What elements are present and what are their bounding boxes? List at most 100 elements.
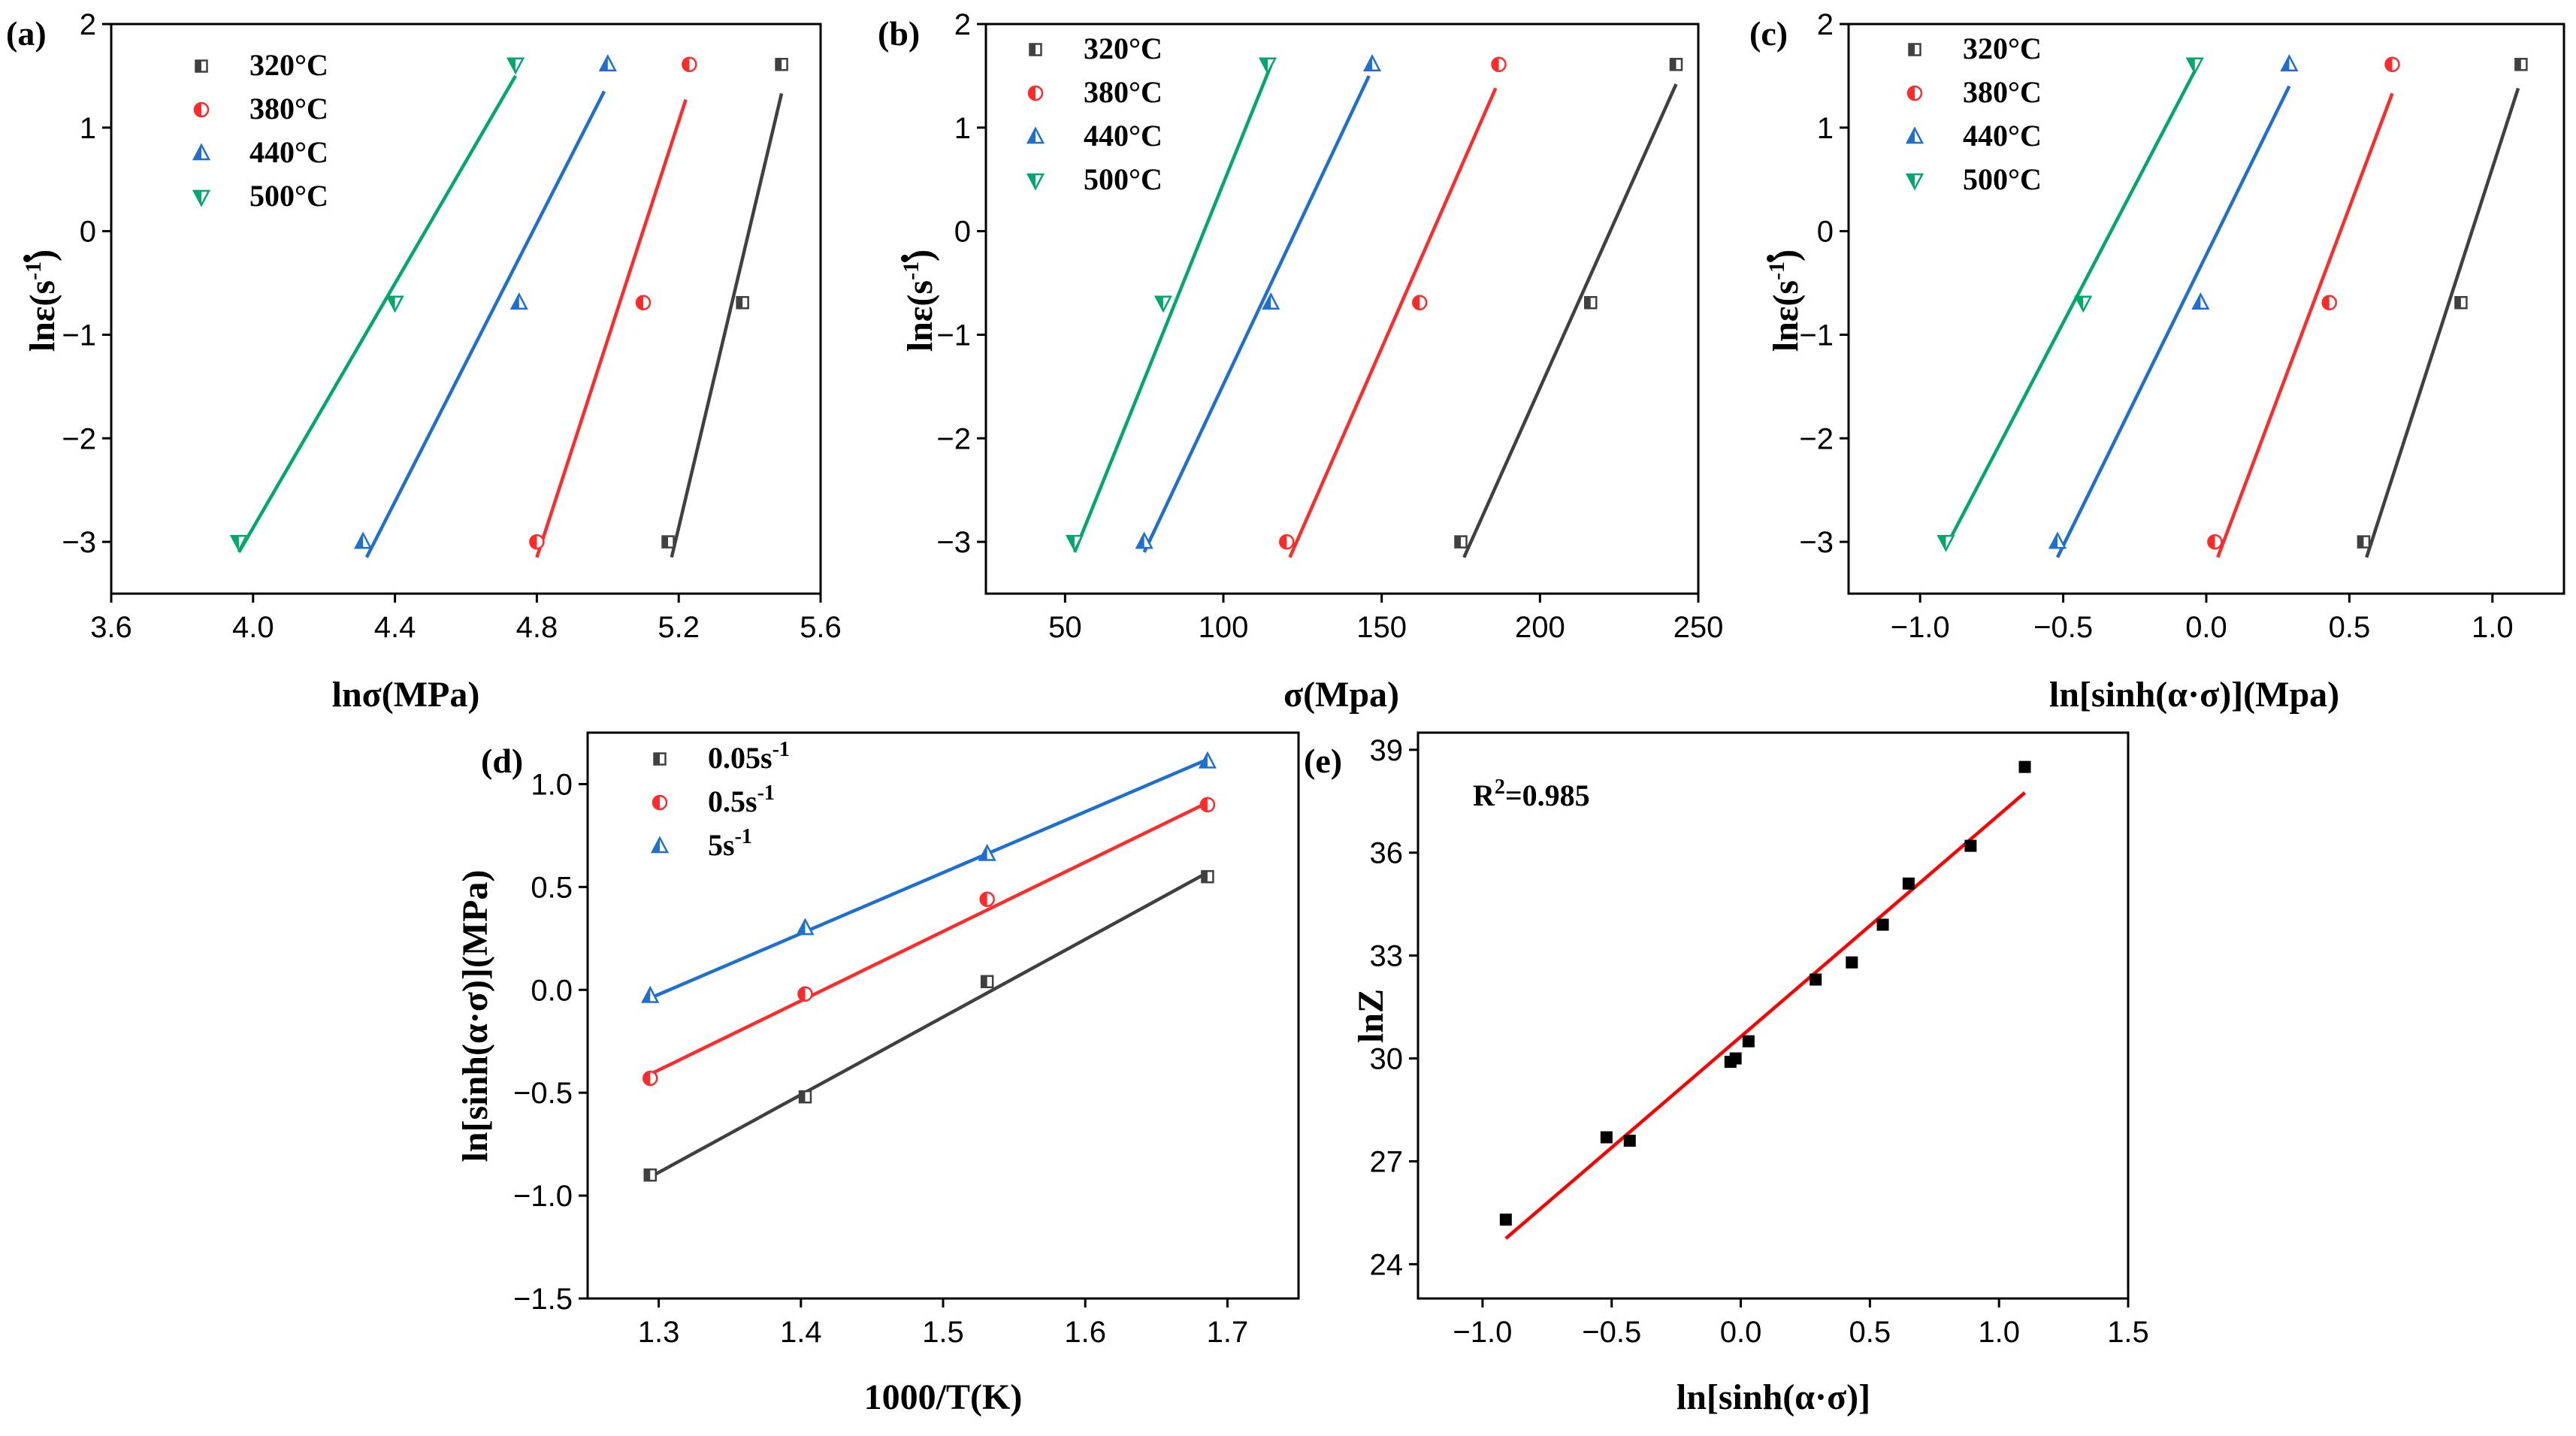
panel-e: −1.0 −0.5 0.0 0.5 1.0 1.5 24 27 30 33 36 39 (e) ln[si… xyxy=(1304,731,2149,1417)
point-a-0-1-half xyxy=(736,297,743,309)
legend-marker-d-1-half xyxy=(653,796,660,809)
point-b-3-1-half xyxy=(1155,296,1163,311)
point-d-1-0 xyxy=(642,1070,658,1087)
point-b-3-0-half xyxy=(1066,536,1075,551)
point-a-0-2 xyxy=(775,57,788,71)
fit-line-d-0 xyxy=(649,871,1208,1179)
point-c-1-1-half xyxy=(2322,295,2330,310)
legend-label-d-1-main: 0.5s xyxy=(708,785,757,818)
point-b-1-2-half xyxy=(1492,57,1499,71)
point-c-2-0-half xyxy=(2049,534,2057,549)
point-c-1-2-half xyxy=(2385,57,2393,71)
x-tick-label-d-3: 1.6 xyxy=(1064,1316,1106,1349)
x-tick-label-d-0: 1.3 xyxy=(638,1316,680,1349)
x-tick-label-d-2: 1.5 xyxy=(922,1316,964,1349)
legend-marker-b-0-half xyxy=(1029,44,1036,56)
legend-label-c-2: 440°C xyxy=(1963,119,2042,153)
x-tick-label-a-1: 4.0 xyxy=(232,611,274,644)
y-axis-label-sup-a: -1 xyxy=(21,262,46,280)
legend-label-d-0-main: 0.05s xyxy=(708,741,772,775)
legend-marker-c-2 xyxy=(1905,126,1924,144)
y-axis-label-main-b: lnε xyxy=(900,307,940,352)
point-d-0-3-half xyxy=(1202,871,1208,883)
point-d-0-2-half xyxy=(981,975,987,987)
plot-frame-e xyxy=(1416,731,2130,1300)
fit-line-a-2 xyxy=(364,90,606,558)
point-e-0-9 xyxy=(1902,877,1915,890)
fit-line-a-3 xyxy=(237,74,518,554)
y-tick-label-a-5: 2 xyxy=(80,8,96,41)
point-b-2-1 xyxy=(1262,292,1280,310)
point-c-3-0-half xyxy=(1938,536,1946,551)
y-tick-label-e-0: 24 xyxy=(1370,1248,1404,1281)
y-tick-label-b-4: 1 xyxy=(954,112,971,145)
legend-marker-d-0 xyxy=(653,752,667,766)
y-tick-label-c-5: 2 xyxy=(1817,8,1834,41)
point-b-3-1 xyxy=(1153,295,1173,313)
fit-line-c-3 xyxy=(1944,65,2200,549)
point-d-2-1 xyxy=(796,918,815,936)
x-tick-label-b-4: 250 xyxy=(1673,611,1724,644)
legend-marker-b-3 xyxy=(1026,173,1045,191)
point-a-0-1 xyxy=(736,295,749,310)
legend-label-c-1: 380°C xyxy=(1963,75,2042,109)
y-tick-label-e-1: 27 xyxy=(1370,1145,1404,1178)
legend-marker-b-1 xyxy=(1027,85,1044,101)
panel-label-e: (e) xyxy=(1304,742,1342,780)
point-a-3-1-half xyxy=(387,296,395,311)
y-tick-label-b-3: 0 xyxy=(954,216,971,249)
y-axis-label-c: lnε(s-1) xyxy=(1764,249,1806,352)
point-d-0-0-half xyxy=(644,1169,651,1181)
point-b-0-2 xyxy=(1669,57,1683,71)
point-b-1-2 xyxy=(1491,56,1507,72)
legend-label-b-0: 320°C xyxy=(1084,32,1163,65)
y-tick-label-e-5: 39 xyxy=(1370,734,1404,767)
epsilon-dot-b xyxy=(901,255,909,262)
point-a-0-2-half xyxy=(776,59,782,71)
y-tick-label-a-3: 0 xyxy=(80,216,96,249)
x-tick-label-d-4: 1.7 xyxy=(1207,1316,1249,1349)
x-tick-label-e-1: −0.5 xyxy=(1582,1316,1641,1349)
y-axis-label-unit-c: (s xyxy=(1766,280,1806,307)
point-c-0-0-half xyxy=(2357,536,2364,548)
legend-label-d-1-sup: -1 xyxy=(757,781,775,805)
point-a-2-1-half xyxy=(511,294,519,309)
plot-frame-b xyxy=(984,23,1700,595)
legend-label-d-0-sup: -1 xyxy=(772,738,790,761)
legend-label-c-0: 320°C xyxy=(1963,32,2042,65)
point-d-1-2-half xyxy=(980,892,987,906)
panel-b: 50 100 150 200 250 −3 −2 −1 0 1 2 (b) σ(Mpa) lnε(s-1)… xyxy=(878,8,1723,715)
panel-a: 3.6 4.0 4.4 4.8 5.2 5.6 −3 −2 −1 0 1 2 (a) lnσ(MPa) ln… xyxy=(6,8,842,715)
legend-marker-c-0 xyxy=(1908,43,1921,56)
point-b-3-2-half xyxy=(1259,58,1268,73)
point-b-1-0-half xyxy=(1280,535,1287,549)
legend-label-a-0: 320°C xyxy=(249,48,328,82)
y-axis-label-sup-b: -1 xyxy=(899,262,924,280)
point-c-3-1 xyxy=(2074,295,2093,313)
point-b-2-0 xyxy=(1135,531,1153,549)
point-e-0-4 xyxy=(1729,1052,1742,1065)
point-c-3-2 xyxy=(2185,57,2204,75)
point-c-3-1-half xyxy=(2076,296,2084,311)
point-b-2-1-half xyxy=(1263,294,1271,309)
fit-line-b-3 xyxy=(1072,65,1273,553)
point-e-0-2 xyxy=(1623,1135,1636,1147)
point-a-2-2 xyxy=(598,54,617,71)
x-tick-label-a-5: 5.6 xyxy=(800,611,842,644)
legend-label-d-2-sup: -1 xyxy=(735,825,752,848)
point-b-2-2-half xyxy=(1365,56,1373,71)
x-tick-label-e-4: 1.0 xyxy=(1978,1316,2020,1349)
legend-marker-a-2 xyxy=(192,143,211,161)
panel-label-a: (a) xyxy=(6,14,47,53)
y-tick-label-c-0: −3 xyxy=(1799,526,1834,559)
point-d-1-1-half xyxy=(798,987,806,1001)
x-tick-label-d-1: 1.4 xyxy=(780,1316,822,1349)
legend-marker-c-2-half xyxy=(1907,128,1915,143)
legend-marker-a-0 xyxy=(195,59,208,73)
y-tick-label-d-4: 0.5 xyxy=(531,871,573,904)
legend-marker-b-3-half xyxy=(1028,174,1036,189)
x-tick-label-e-3: 0.5 xyxy=(1849,1316,1891,1349)
y-axis-label-main-a: lnε xyxy=(23,307,62,352)
point-d-2-3-half xyxy=(1199,753,1208,768)
x-tick-label-e-5: 1.5 xyxy=(2107,1316,2149,1349)
